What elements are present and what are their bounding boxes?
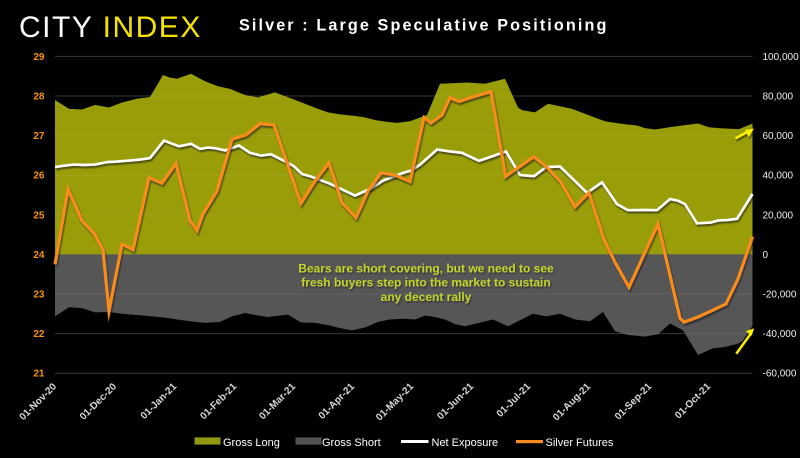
svg-text:26: 26 [33,171,45,182]
svg-text:24: 24 [33,250,45,261]
svg-text:40,000: 40,000 [763,171,794,182]
svg-text:Net Exposure: Net Exposure [432,437,499,449]
svg-text:0: 0 [763,250,769,261]
svg-text:29: 29 [33,52,45,63]
svg-text:80,000: 80,000 [763,92,794,103]
svg-text:Gross Long: Gross Long [223,437,280,449]
svg-text:any decent rally: any decent rally [381,290,472,304]
svg-text:Silver Futures: Silver Futures [546,437,614,449]
svg-text:20,000: 20,000 [763,210,794,221]
svg-text:Bears are short covering, but: Bears are short covering, but we need to… [298,262,554,276]
svg-text:100,000: 100,000 [763,52,800,63]
svg-text:-40,000: -40,000 [763,329,797,340]
svg-text:CITY INDEX: CITY INDEX [19,11,202,44]
svg-text:-60,000: -60,000 [763,369,797,380]
svg-text:fresh buyers step into the mar: fresh buyers step into the market to sus… [301,276,550,290]
svg-text:25: 25 [33,210,45,221]
svg-text:27: 27 [33,131,45,142]
svg-text:28: 28 [33,92,45,103]
svg-text:23: 23 [33,290,45,301]
svg-text:22: 22 [33,329,45,340]
svg-text:Silver : Large Speculative Pos: Silver : Large Speculative Positioning [239,17,608,35]
svg-text:60,000: 60,000 [763,131,794,142]
svg-text:Gross Short: Gross Short [322,437,381,449]
svg-text:21: 21 [33,369,45,380]
svg-text:-20,000: -20,000 [763,290,797,301]
